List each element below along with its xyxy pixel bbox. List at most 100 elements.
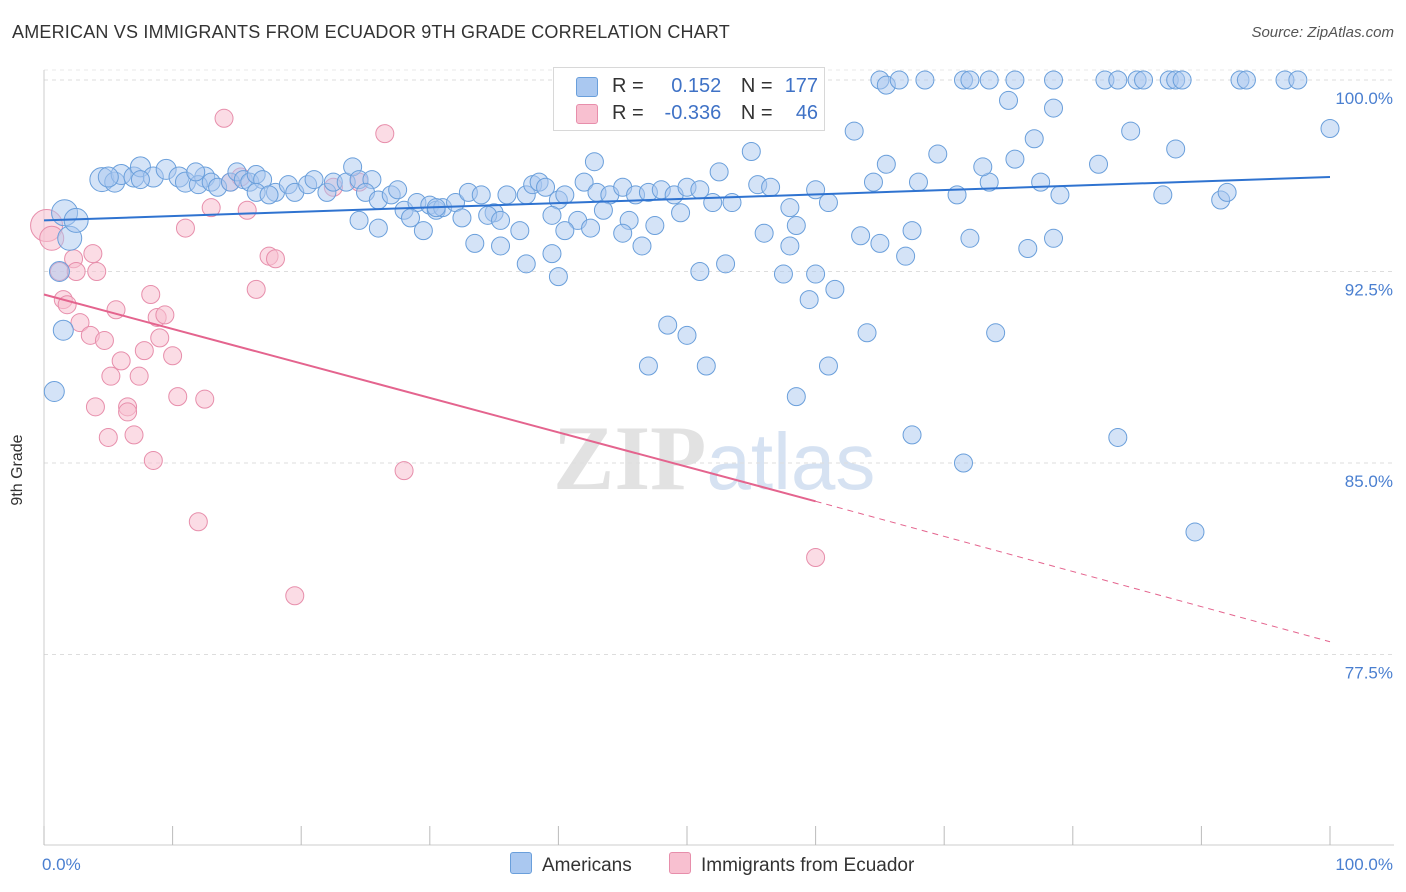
- americans-point: [1005, 70, 1025, 90]
- americans-point: [999, 90, 1018, 110]
- americans-point: [915, 70, 935, 90]
- americans-point: [799, 290, 819, 310]
- americans-point: [510, 221, 530, 241]
- ecuador-point: [195, 389, 215, 409]
- americans-point: [1108, 70, 1128, 90]
- americans-point: [43, 381, 65, 403]
- americans-point: [902, 425, 922, 445]
- ecuador-point: [285, 586, 305, 606]
- ecuador-n-value: 46: [795, 102, 819, 124]
- americans-point: [130, 170, 150, 190]
- americans-point: [542, 244, 562, 264]
- y-tick-label: 100.0%: [1335, 89, 1393, 108]
- americans-point: [465, 233, 485, 253]
- chart-source: Source: ZipAtlas.com: [1251, 24, 1394, 41]
- y-axis-label: 9th Grade: [9, 434, 26, 506]
- ecuador-stats: R = -0.336 N = 46: [612, 102, 818, 125]
- y-tick-label: 77.5%: [1345, 664, 1393, 683]
- americans-point: [818, 193, 838, 213]
- americans-point: [889, 70, 909, 90]
- americans-point: [1134, 70, 1154, 90]
- americans-point: [1288, 70, 1308, 90]
- ecuador-point: [143, 450, 163, 470]
- americans-point: [844, 121, 864, 141]
- ecuador-point: [141, 284, 161, 304]
- americans-swatch: [576, 77, 598, 97]
- ecuador-trend-extension: [815, 500, 1331, 643]
- ecuador-point: [150, 328, 170, 348]
- americans-point: [645, 216, 665, 236]
- americans-legend-label: Americans: [542, 855, 632, 876]
- americans-point: [1031, 172, 1051, 192]
- americans-legend-swatch: [510, 852, 532, 874]
- americans-point: [716, 254, 736, 274]
- americans-point: [902, 221, 922, 241]
- americans-point: [786, 387, 806, 407]
- americans-point: [581, 218, 601, 238]
- ecuador-point: [237, 200, 257, 220]
- y-tick-label: 92.5%: [1345, 281, 1393, 300]
- legend-item-americans[interactable]: Americans: [510, 852, 632, 877]
- americans-point: [97, 166, 119, 188]
- americans-point: [497, 185, 517, 205]
- americans-point: [671, 203, 691, 223]
- americans-point: [709, 162, 729, 182]
- ecuador-point: [85, 397, 105, 417]
- trend-lines: [43, 176, 1331, 643]
- x-tick-label-max: 100.0%: [1335, 855, 1393, 874]
- americans-point: [638, 356, 658, 376]
- americans-point: [786, 216, 806, 236]
- americans-stats: R = 0.152 N = 177: [612, 75, 818, 98]
- americans-point: [632, 236, 652, 256]
- americans-point: [806, 264, 826, 284]
- legend-item-ecuador[interactable]: Immigrants from Ecuador: [669, 852, 914, 877]
- americans-point: [979, 70, 999, 90]
- ecuador-point: [394, 461, 414, 481]
- ecuador-point: [94, 330, 114, 350]
- watermark-atlas-text: atlas: [706, 417, 876, 506]
- americans-point: [851, 226, 871, 246]
- americans-point: [863, 172, 883, 192]
- ecuador-point: [98, 427, 118, 447]
- americans-point: [986, 323, 1006, 343]
- americans-point: [452, 208, 472, 228]
- ecuador-point: [118, 402, 138, 422]
- tick-labels: 100.0% 92.5% 85.0% 77.5% 0.0% 100.0%: [42, 89, 1393, 874]
- americans-point: [658, 315, 678, 335]
- ecuador-legend-swatch: [669, 852, 691, 874]
- americans-point: [1172, 70, 1192, 90]
- americans-point: [491, 236, 511, 256]
- americans-point: [1108, 427, 1128, 447]
- americans-point: [584, 152, 604, 172]
- americans-point: [741, 141, 761, 161]
- ecuador-point: [175, 218, 195, 238]
- ecuador-point: [155, 305, 175, 325]
- americans-point: [1320, 119, 1340, 139]
- americans-point: [780, 198, 800, 218]
- americans-point: [548, 267, 568, 287]
- americans-point: [1121, 121, 1141, 141]
- americans-point: [1044, 70, 1064, 90]
- ecuador-point: [124, 425, 144, 445]
- americans-point: [761, 177, 781, 197]
- ecuador-point: [265, 249, 285, 269]
- americans-point: [388, 180, 408, 200]
- ecuador-point: [129, 366, 149, 386]
- americans-point: [960, 228, 980, 248]
- americans-point: [896, 246, 916, 266]
- americans-n-label: N =: [740, 75, 773, 97]
- americans-point: [754, 223, 774, 243]
- ecuador-point: [163, 346, 183, 366]
- americans-point: [1217, 182, 1237, 202]
- americans-point: [1005, 149, 1025, 169]
- ecuador-swatch: [576, 104, 598, 124]
- americans-point: [413, 221, 433, 241]
- series-legend: Americans Immigrants from Ecuador: [0, 852, 1406, 876]
- americans-point: [773, 264, 793, 284]
- ecuador-point: [134, 341, 154, 361]
- ecuador-point: [201, 198, 221, 218]
- ecuador-point: [806, 547, 826, 567]
- americans-point: [908, 172, 928, 192]
- americans-point: [368, 218, 388, 238]
